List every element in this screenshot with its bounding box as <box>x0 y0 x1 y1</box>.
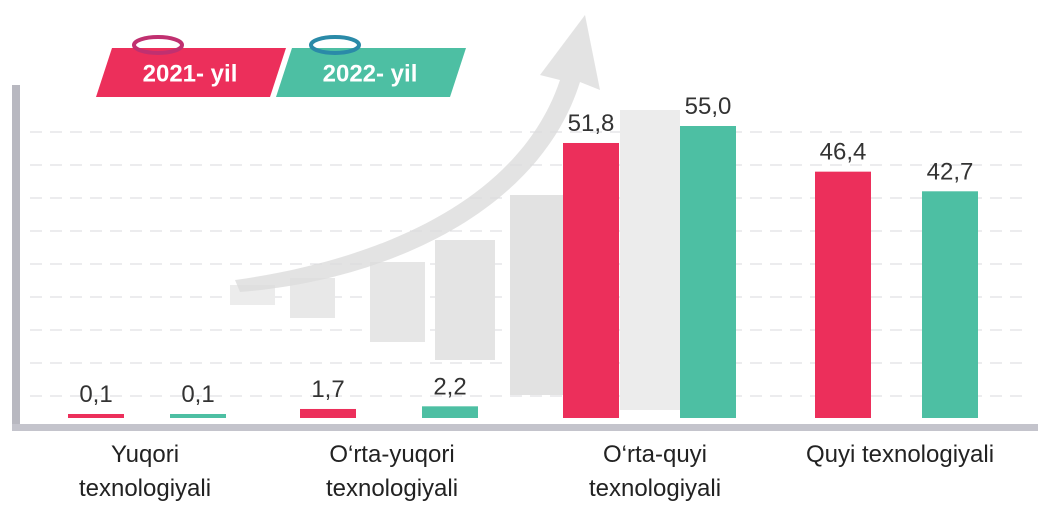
bar <box>563 143 619 418</box>
value-label: 0,1 <box>79 381 112 408</box>
category-label: Quyi texnologiyali <box>800 438 1000 472</box>
bar <box>68 414 124 418</box>
bar <box>300 409 356 418</box>
bar <box>680 126 736 418</box>
value-label: 51,8 <box>568 110 615 137</box>
category-label: Yuqori texnologiyali <box>45 438 245 506</box>
bar <box>922 191 978 418</box>
value-label: 2,2 <box>433 373 466 400</box>
bar <box>422 406 478 418</box>
category-label: O‘rta-yuqori texnologiyali <box>292 438 492 506</box>
legend: 2021- yil 2022- yil <box>96 37 466 97</box>
bar <box>815 172 871 418</box>
legend-label: 2022- yil <box>323 60 418 87</box>
value-label: 1,7 <box>311 376 344 403</box>
category-label: O‘rta-quyi texnologiyali <box>555 438 755 506</box>
legend-label: 2021- yil <box>143 60 238 87</box>
bar <box>170 414 226 418</box>
value-label: 0,1 <box>181 381 214 408</box>
value-label: 55,0 <box>685 93 732 120</box>
value-label: 42,7 <box>927 158 974 185</box>
chart-canvas: 2021- yil 2022- yil 0,1 1,7 51,8 46,4 0,1 2,2… <box>0 0 1038 510</box>
value-label: 46,4 <box>820 139 867 166</box>
chart: 2021- yil 2022- yil 0,1 1,7 51,8 46,4 0,1 2,2… <box>0 0 1038 510</box>
